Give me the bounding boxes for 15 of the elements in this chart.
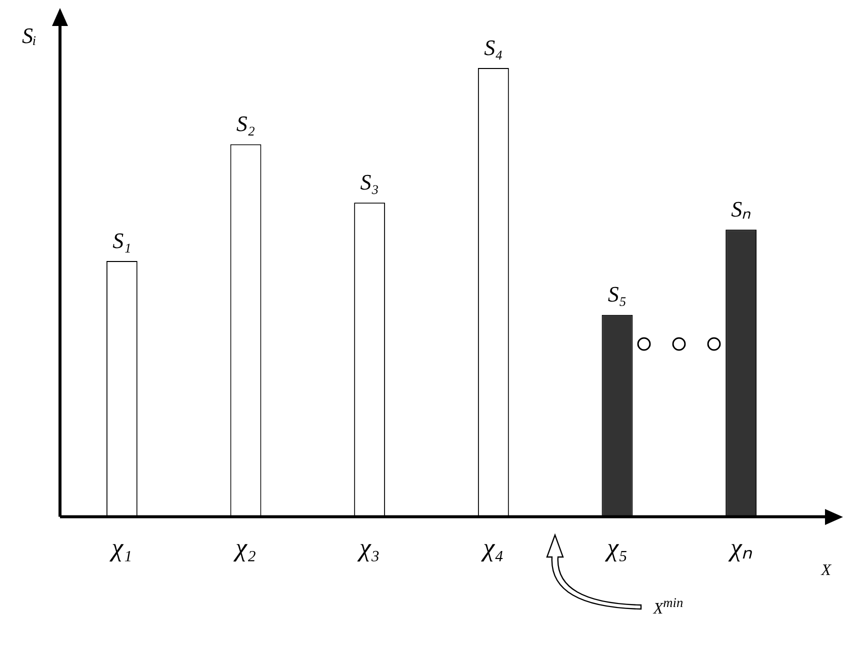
x-tick-label: χ₁	[108, 533, 132, 562]
annotation: Sₙ	[731, 196, 752, 222]
annotation: S₁	[112, 228, 132, 253]
annotation: S₃	[360, 169, 379, 194]
annotation: S₅	[608, 282, 627, 307]
text: X$^{min}$	[653, 594, 684, 618]
x-tick-label: χₙ	[727, 533, 753, 562]
x-tick-label: χ₅	[604, 533, 628, 562]
x-tick-label: χ₄	[480, 533, 504, 562]
x-tick-label: χ₂	[232, 533, 256, 562]
x-axis-title: X	[820, 562, 832, 580]
y-axis-title: Sᵢ	[22, 22, 36, 48]
x-tick-label: χ₃	[356, 533, 380, 562]
annotation: S₄	[484, 34, 503, 60]
annotation: S₂	[236, 111, 256, 136]
